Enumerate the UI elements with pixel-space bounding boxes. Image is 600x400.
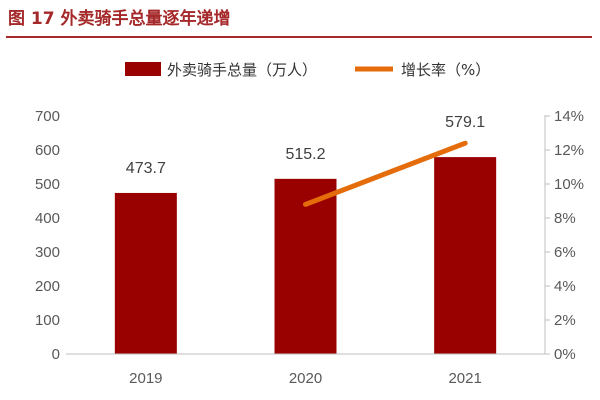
left-tick-label: 200	[35, 278, 60, 295]
right-tick-label: 8%	[554, 210, 576, 227]
right-tick-label: 12%	[554, 142, 584, 159]
bar-data-label: 473.7	[126, 160, 166, 177]
left-tick-label: 400	[35, 210, 60, 227]
left-tick-label: 500	[35, 176, 60, 193]
page-title: 图 17 外卖骑手总量逐年递增	[8, 9, 231, 29]
legend-label-line: 增长率（%）	[401, 61, 490, 79]
right-tick-label: 14%	[554, 108, 584, 125]
right-tick-label: 2%	[554, 312, 576, 329]
legend-swatch-bar	[125, 62, 161, 76]
bar	[434, 157, 497, 354]
x-tick-label: 2021	[448, 370, 481, 387]
x-tick-label: 2020	[289, 370, 322, 387]
right-tick-label: 6%	[554, 244, 576, 261]
bar-data-label: 579.1	[445, 114, 485, 131]
left-tick-label: 700	[35, 108, 60, 125]
right-tick-label: 0%	[554, 346, 576, 363]
x-axis-labels: 2019 2020 2021	[129, 370, 482, 387]
legend-label-bar: 外卖骑手总量（万人）	[167, 61, 317, 79]
growth-rate-line	[303, 140, 468, 207]
title-divider	[6, 36, 592, 38]
bar-data-label: 515.2	[285, 146, 325, 163]
right-tick-label: 10%	[554, 176, 584, 193]
bar	[274, 178, 337, 354]
bar-series	[114, 157, 497, 354]
bar	[114, 192, 177, 354]
left-axis: 0 100 200 300 400 500 600 700	[35, 108, 60, 363]
legend: 外卖骑手总量（万人） 增长率（%）	[125, 61, 490, 79]
left-tick-label: 300	[35, 244, 60, 261]
line-series	[303, 140, 468, 207]
left-tick-label: 100	[35, 312, 60, 329]
left-tick-label: 600	[35, 142, 60, 159]
x-tick-label: 2019	[129, 370, 162, 387]
left-tick-label: 0	[52, 346, 60, 363]
right-tick-label: 4%	[554, 278, 576, 295]
data-labels: 473.7 515.2 579.1	[126, 114, 485, 177]
right-axis: 0% 2% 4% 6% 8% 10% 12% 14%	[545, 108, 584, 363]
